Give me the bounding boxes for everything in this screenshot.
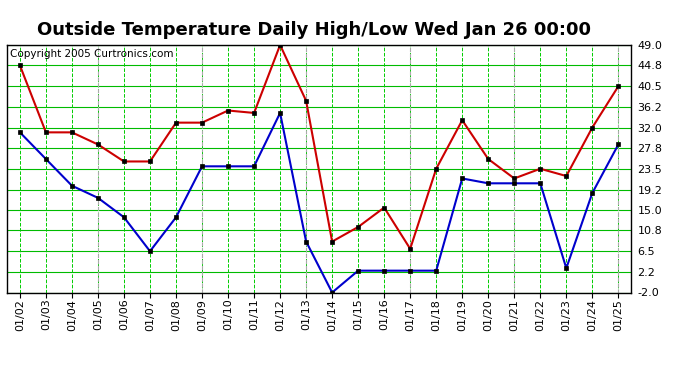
Text: Copyright 2005 Curtronics.com: Copyright 2005 Curtronics.com [10, 49, 173, 59]
Text: Outside Temperature Daily High/Low Wed Jan 26 00:00: Outside Temperature Daily High/Low Wed J… [37, 21, 591, 39]
